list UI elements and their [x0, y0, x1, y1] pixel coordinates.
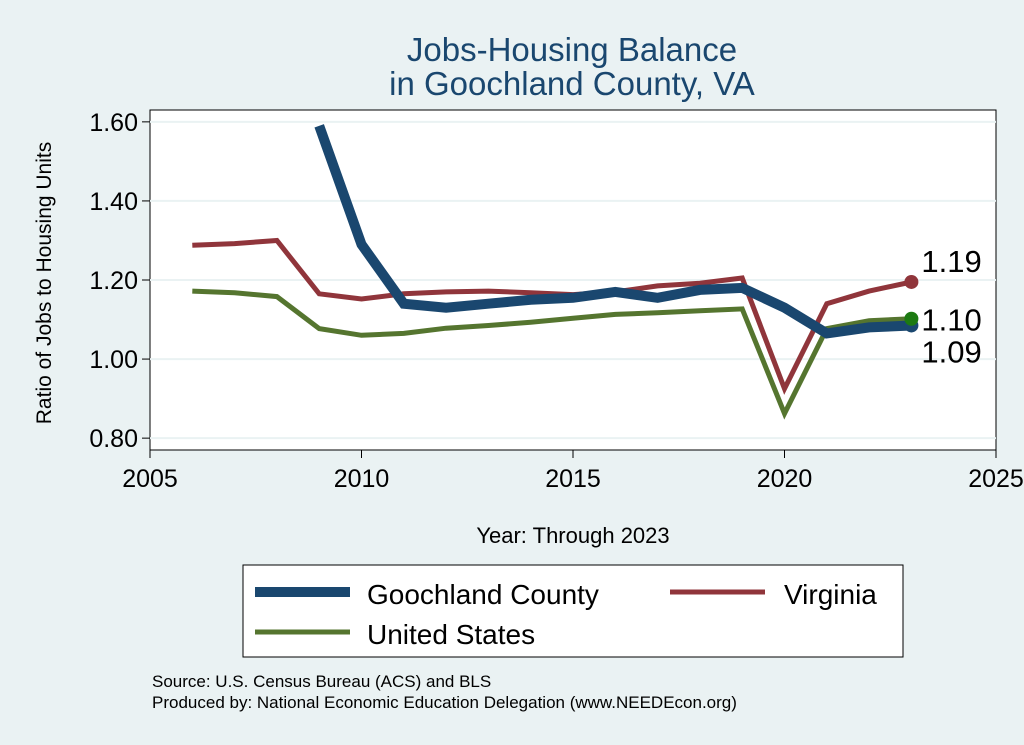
source-note: Source: U.S. Census Bureau (ACS) and BLS: [152, 672, 491, 691]
series-line-goochland-county: [314, 124, 912, 339]
y-tick-label: 1.20: [89, 267, 138, 295]
end-markers: 1.09 1.19 1.10: [904, 244, 982, 369]
y-tick-label: 0.80: [89, 425, 138, 453]
end-marker: [904, 274, 919, 289]
x-tick-label: 2020: [757, 465, 813, 493]
x-tick-label: 2025: [968, 465, 1024, 493]
y-tick-label: 1.40: [89, 188, 138, 216]
series-line-virginia: [192, 237, 912, 395]
series-line-united-states: [192, 288, 912, 420]
end-marker: [904, 311, 919, 326]
legend-label-virginia: Virginia: [784, 579, 877, 610]
end-value-label: 1.09: [921, 334, 981, 369]
chart-title-line-1: Jobs-Housing Balance: [407, 31, 737, 68]
y-axis-label: Ratio of Jobs to Housing Units: [33, 142, 56, 424]
y-tick-label: 1.00: [89, 346, 138, 374]
x-axis-label: Year: Through 2023: [476, 523, 669, 548]
y-tick-label: 1.60: [89, 109, 138, 137]
end-value-label: 1.19: [921, 244, 981, 279]
axes: 0.80 1.00 1.20 1.40 1.60 2005 2010 2015 2020 2025: [89, 109, 1023, 493]
series-lines: [192, 124, 912, 420]
legend-label-goochland: Goochland County: [367, 579, 599, 610]
x-tick-label: 2015: [545, 465, 601, 493]
chart-title-line-2: in Goochland County, VA: [389, 65, 755, 102]
legend-label-united-states: United States: [367, 619, 535, 650]
x-tick-label: 2005: [122, 465, 178, 493]
end-value-label: 1.10: [921, 303, 981, 338]
producer-note: Produced by: National Economic Education…: [152, 693, 737, 712]
gridlines: [150, 120, 996, 440]
legend: Goochland County Virginia United States: [242, 564, 904, 658]
legend-box: [242, 564, 904, 658]
x-tick-label: 2010: [334, 465, 390, 493]
